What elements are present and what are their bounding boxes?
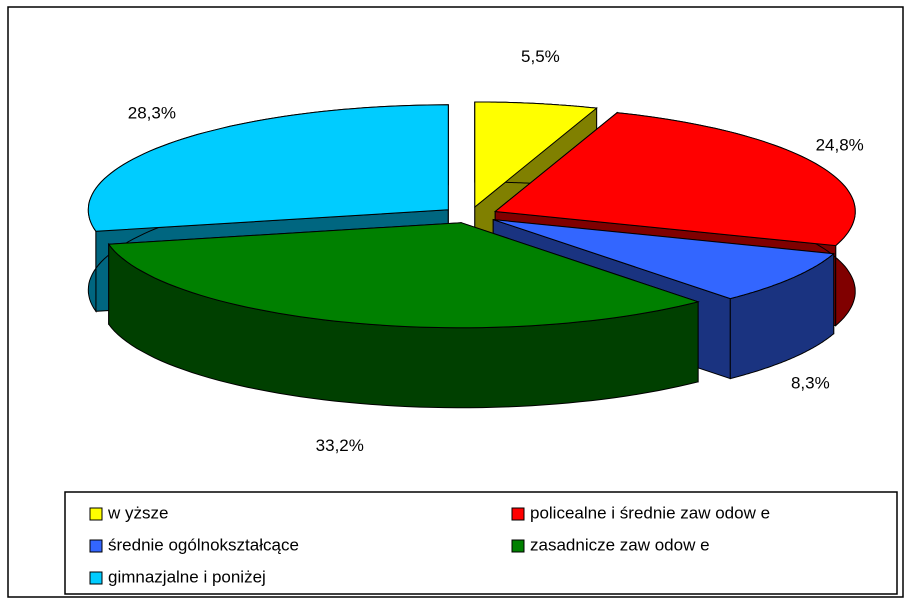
data-label: 8,3% <box>791 374 830 393</box>
legend-label: gimnazjalne i poniżej <box>108 567 266 586</box>
legend: w yższe policealne i średnie zaw odow e śr… <box>89 503 770 586</box>
pie: 5,5% 24,8% 8,3% 33,2% 28,3% <box>87 47 864 455</box>
data-label: 24,8% <box>816 135 864 154</box>
legend-label: w yższe <box>107 503 168 522</box>
data-label: 28,3% <box>128 104 176 123</box>
legend-label: średnie ogólnokształcące <box>108 535 299 554</box>
legend-swatch <box>89 507 103 521</box>
legend-swatch <box>511 539 525 553</box>
legend-box <box>64 491 898 595</box>
slice <box>107 222 700 329</box>
data-label: 5,5% <box>521 47 560 66</box>
slice <box>493 219 835 300</box>
legend-swatch <box>511 507 525 521</box>
slice <box>87 104 449 232</box>
legend-swatch <box>89 539 103 553</box>
data-label: 33,2% <box>316 436 364 455</box>
legend-label: policealne i średnie zaw odow e <box>530 503 770 522</box>
legend-swatch <box>89 571 103 585</box>
slice <box>493 112 856 247</box>
slice <box>474 101 598 209</box>
legend-label: zasadnicze zaw odow e <box>530 535 710 554</box>
